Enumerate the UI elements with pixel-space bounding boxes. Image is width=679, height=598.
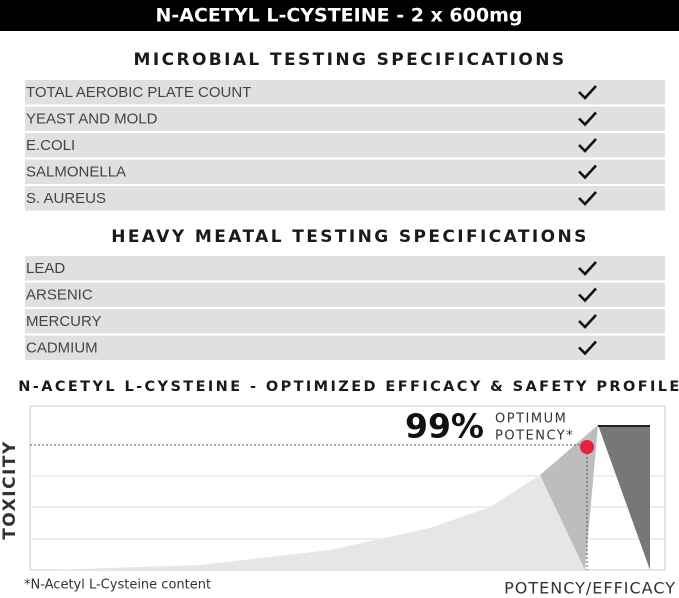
spec-row bbox=[25, 133, 665, 158]
profile-graphic: 99% OPTIMUM POTENCY* TOXICITY POTENCY/EF… bbox=[0, 405, 676, 598]
spec-row bbox=[25, 159, 665, 184]
check-icon bbox=[578, 261, 597, 276]
spec-row bbox=[25, 186, 665, 211]
spec-label: SALMONELLA bbox=[26, 163, 126, 180]
spec-row bbox=[25, 335, 665, 360]
spec-row bbox=[25, 256, 665, 281]
spec-row bbox=[25, 106, 665, 131]
x-axis-label: POTENCY/EFFICACY bbox=[504, 579, 676, 598]
low-zone bbox=[50, 475, 585, 570]
check-icon bbox=[578, 191, 597, 206]
spec-row bbox=[25, 282, 665, 307]
optimum-dot bbox=[580, 440, 594, 454]
page-title: N-ACETYL L-CYSTEINE - 2 x 600mg bbox=[155, 5, 522, 27]
spec-label: LEAD bbox=[26, 260, 65, 277]
spec-label: ARSENIC bbox=[26, 286, 93, 303]
spec-label: E.COLI bbox=[26, 137, 75, 154]
spec-row bbox=[25, 309, 665, 334]
check-icon bbox=[578, 314, 597, 329]
callout-value: 99% bbox=[405, 407, 484, 446]
section-title: HEAVY MEATAL TESTING SPECIFICATIONS bbox=[111, 227, 588, 247]
spec-label: YEAST AND MOLD bbox=[26, 110, 158, 127]
high-zone bbox=[598, 425, 650, 570]
spec-row bbox=[25, 80, 665, 105]
y-axis-label: TOXICITY bbox=[0, 440, 20, 540]
profile-title: N-ACETYL L-CYSTEINE - OPTIMIZED EFFICACY… bbox=[18, 379, 679, 395]
check-icon bbox=[578, 164, 597, 180]
footnote: *N-Acetyl L-Cysteine content bbox=[24, 578, 211, 593]
section-title: MICROBIAL TESTING SPECIFICATIONS bbox=[134, 50, 567, 70]
spec-table: LEAD ARSENIC MERCURY CADMIUM bbox=[25, 256, 665, 360]
spec-label: S. AUREUS bbox=[26, 190, 106, 207]
title-bar bbox=[0, 0, 679, 31]
spec-label: TOTAL AEROBIC PLATE COUNT bbox=[26, 84, 251, 101]
spec-label: CADMIUM bbox=[26, 339, 98, 356]
check-icon bbox=[578, 85, 597, 100]
check-icon bbox=[578, 138, 597, 153]
check-icon bbox=[578, 111, 597, 127]
spec-label: MERCURY bbox=[26, 313, 102, 330]
callout-text: POTENCY* bbox=[495, 429, 574, 444]
check-icon bbox=[578, 340, 597, 356]
spec-table: TOTAL AEROBIC PLATE COUNT YEAST AND MOLD E… bbox=[25, 80, 665, 211]
mid-zone bbox=[540, 425, 598, 570]
callout-text: OPTIMUM bbox=[495, 412, 567, 427]
check-icon bbox=[578, 287, 597, 303]
